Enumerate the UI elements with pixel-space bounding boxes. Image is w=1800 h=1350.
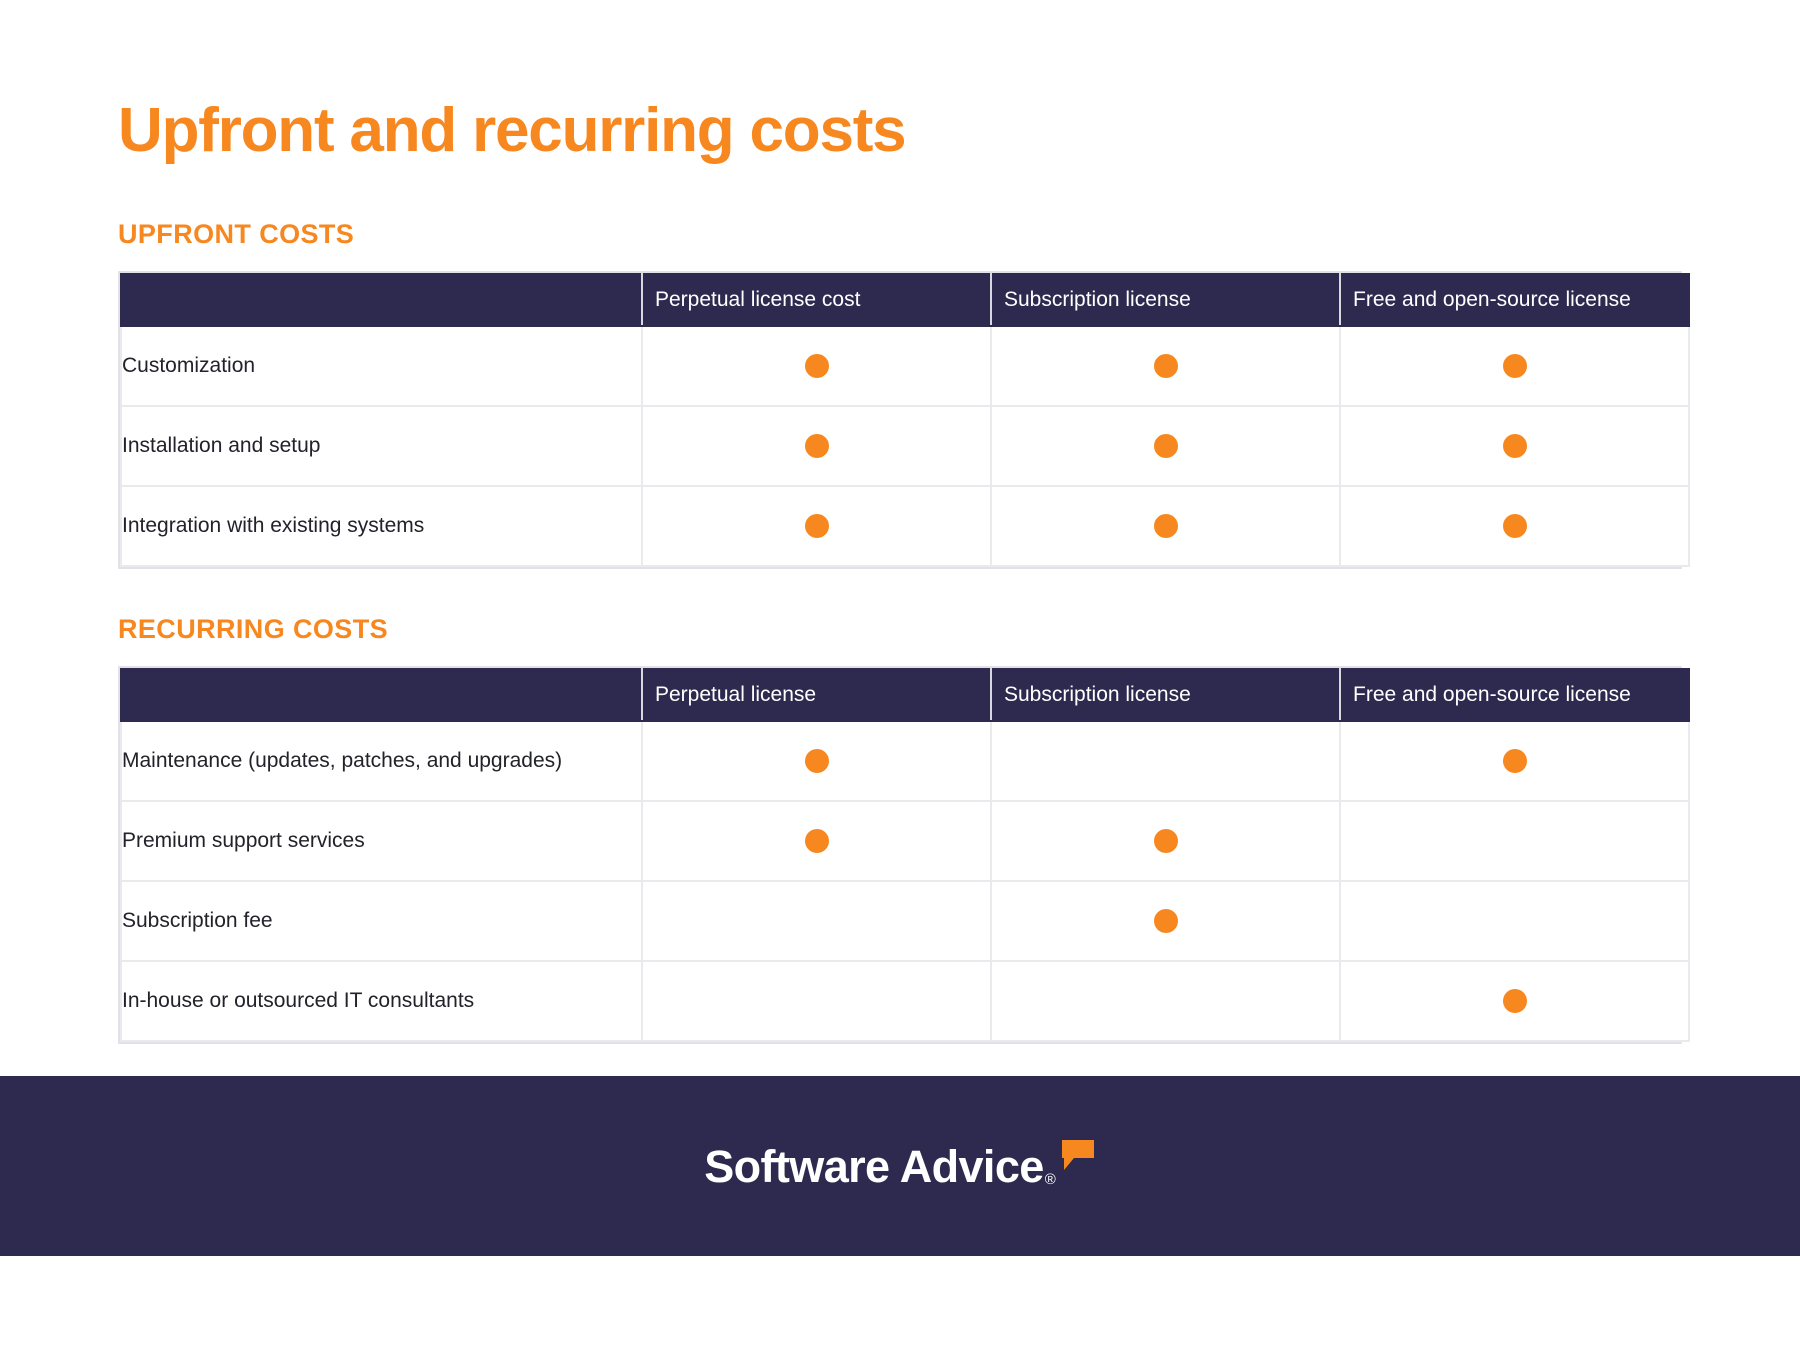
cell-open-source (1339, 405, 1690, 488)
cell-perpetual (641, 325, 992, 408)
cell-perpetual (641, 800, 992, 883)
dot-icon (1153, 434, 1178, 459)
column-header-perpetual: Perpetual license cost (641, 273, 992, 328)
page-title: Upfront and recurring costs (118, 96, 907, 165)
table-row: Premium support services (120, 800, 1690, 883)
table-body: Maintenance (updates, patches, and upgra… (120, 720, 1690, 1043)
dot-icon-empty (1154, 989, 1178, 1013)
cell-open-source (1339, 720, 1690, 803)
dot-icon (1153, 354, 1178, 379)
row-label: Premium support services (120, 800, 643, 883)
dot-icon (1153, 514, 1178, 539)
row-label: Maintenance (updates, patches, and upgra… (120, 720, 643, 803)
section-heading-recurring: RECURRING COSTS (118, 614, 389, 645)
dot-icon-empty (1154, 749, 1178, 773)
table-row: Maintenance (updates, patches, and upgra… (120, 720, 1690, 803)
column-header-open-source: Free and open-source license (1339, 668, 1690, 723)
dot-icon (1502, 354, 1527, 379)
dot-icon (1502, 434, 1527, 459)
cell-open-source (1339, 960, 1690, 1043)
column-header-subscription: Subscription license (990, 273, 1341, 328)
cell-open-source (1339, 880, 1690, 963)
cell-subscription (990, 325, 1341, 408)
dot-icon-empty (1503, 909, 1527, 933)
column-header-subscription: Subscription license (990, 668, 1341, 723)
speech-bubble-icon (1060, 1138, 1096, 1177)
cell-open-source (1339, 485, 1690, 568)
table-row: Customization (120, 325, 1690, 408)
column-header-open-source: Free and open-source license (1339, 273, 1690, 328)
cell-subscription (990, 485, 1341, 568)
cell-open-source (1339, 325, 1690, 408)
section-heading-upfront: UPFRONT COSTS (118, 219, 355, 250)
cell-perpetual (641, 485, 992, 568)
cell-subscription (990, 960, 1341, 1043)
dot-icon (804, 354, 829, 379)
upfront-costs-table-wrapper: Perpetual license cost Subscription lice… (118, 271, 1690, 570)
upfront-costs-table: Perpetual license cost Subscription lice… (120, 273, 1690, 568)
table-header-row: Perpetual license cost Subscription lice… (120, 273, 1690, 328)
cell-subscription (990, 880, 1341, 963)
dot-icon (804, 749, 829, 774)
cell-open-source (1339, 800, 1690, 883)
table-row: Installation and setup (120, 405, 1690, 488)
dot-icon (1153, 829, 1178, 854)
dot-icon (804, 514, 829, 539)
dot-icon (1502, 514, 1527, 539)
column-header-blank (120, 273, 643, 328)
table-body: Customization Installation and setup Int… (120, 325, 1690, 568)
row-label: Integration with existing systems (120, 485, 643, 568)
table-header-row: Perpetual license Subscription license F… (120, 668, 1690, 723)
cell-perpetual (641, 405, 992, 488)
dot-icon (1502, 749, 1527, 774)
dot-icon-empty (805, 989, 829, 1013)
table-row: In-house or outsourced IT consultants (120, 960, 1690, 1043)
row-label: Subscription fee (120, 880, 643, 963)
content-area: Upfront and recurring costs UPFRONT COST… (118, 96, 1690, 1045)
dot-icon-empty (805, 909, 829, 933)
brand-logo: Software Advice ® (704, 1139, 1096, 1192)
dot-icon (804, 434, 829, 459)
cell-subscription (990, 800, 1341, 883)
dot-icon-empty (1503, 829, 1527, 853)
table-row: Integration with existing systems (120, 485, 1690, 568)
registered-trademark-icon: ® (1044, 1170, 1056, 1188)
table-head: Perpetual license cost Subscription lice… (120, 273, 1690, 328)
dot-icon (1153, 909, 1178, 934)
cell-subscription (990, 405, 1341, 488)
cell-perpetual (641, 960, 992, 1043)
row-label: In-house or outsourced IT consultants (120, 960, 643, 1043)
table-head: Perpetual license Subscription license F… (120, 668, 1690, 723)
brand-name: Software Advice (704, 1140, 1044, 1192)
cell-subscription (990, 720, 1341, 803)
column-header-perpetual: Perpetual license (641, 668, 992, 723)
column-header-blank (120, 668, 643, 723)
footer-bar: Software Advice ® (0, 1076, 1800, 1256)
row-label: Customization (120, 325, 643, 408)
row-label: Installation and setup (120, 405, 643, 488)
recurring-costs-table: Perpetual license Subscription license F… (120, 668, 1690, 1043)
cell-perpetual (641, 880, 992, 963)
dot-icon (1502, 989, 1527, 1014)
dot-icon (804, 829, 829, 854)
recurring-costs-table-wrapper: Perpetual license Subscription license F… (118, 666, 1690, 1045)
table-row: Subscription fee (120, 880, 1690, 963)
cell-perpetual (641, 720, 992, 803)
